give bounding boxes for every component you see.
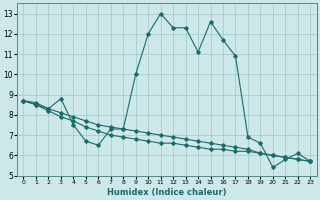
X-axis label: Humidex (Indice chaleur): Humidex (Indice chaleur) [107,188,227,197]
